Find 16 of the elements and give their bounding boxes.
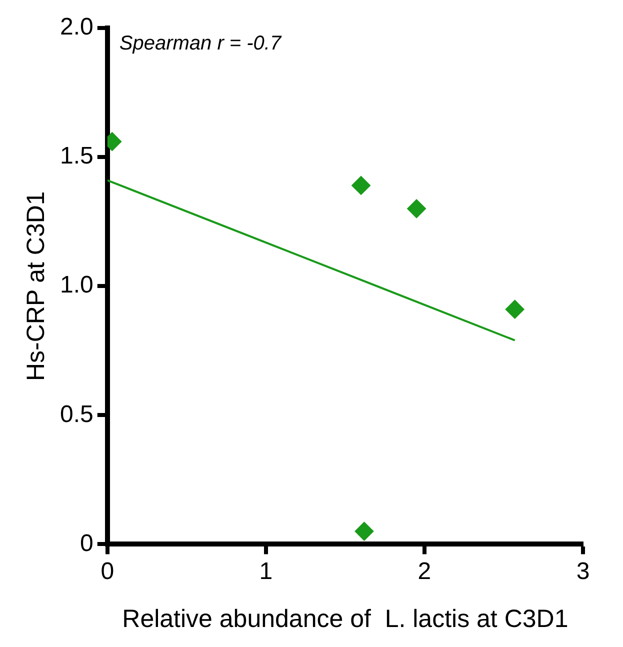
point <box>505 300 524 319</box>
y-tick-label: 1.5 <box>60 142 94 170</box>
x-tick-label: 0 <box>100 558 114 586</box>
y-tick-label: 0.5 <box>60 400 94 428</box>
x-tick-label: 2 <box>418 558 432 586</box>
point <box>352 176 371 195</box>
x-tick-label: 3 <box>576 558 590 586</box>
point <box>407 199 426 218</box>
point <box>354 522 374 541</box>
y-tick-label: 2.0 <box>60 14 94 41</box>
x-axis-title: Relative abundance of L. lactis at C3D1 <box>122 604 568 633</box>
annotation: Spearman r = -0.7 <box>119 32 282 55</box>
y-tick-label: 1.0 <box>60 272 94 299</box>
x-tick-label: 1 <box>259 558 273 586</box>
y-axis-title: Hs-CRP at C3D1 <box>22 191 50 382</box>
y-tick-label: 0 <box>80 530 94 557</box>
